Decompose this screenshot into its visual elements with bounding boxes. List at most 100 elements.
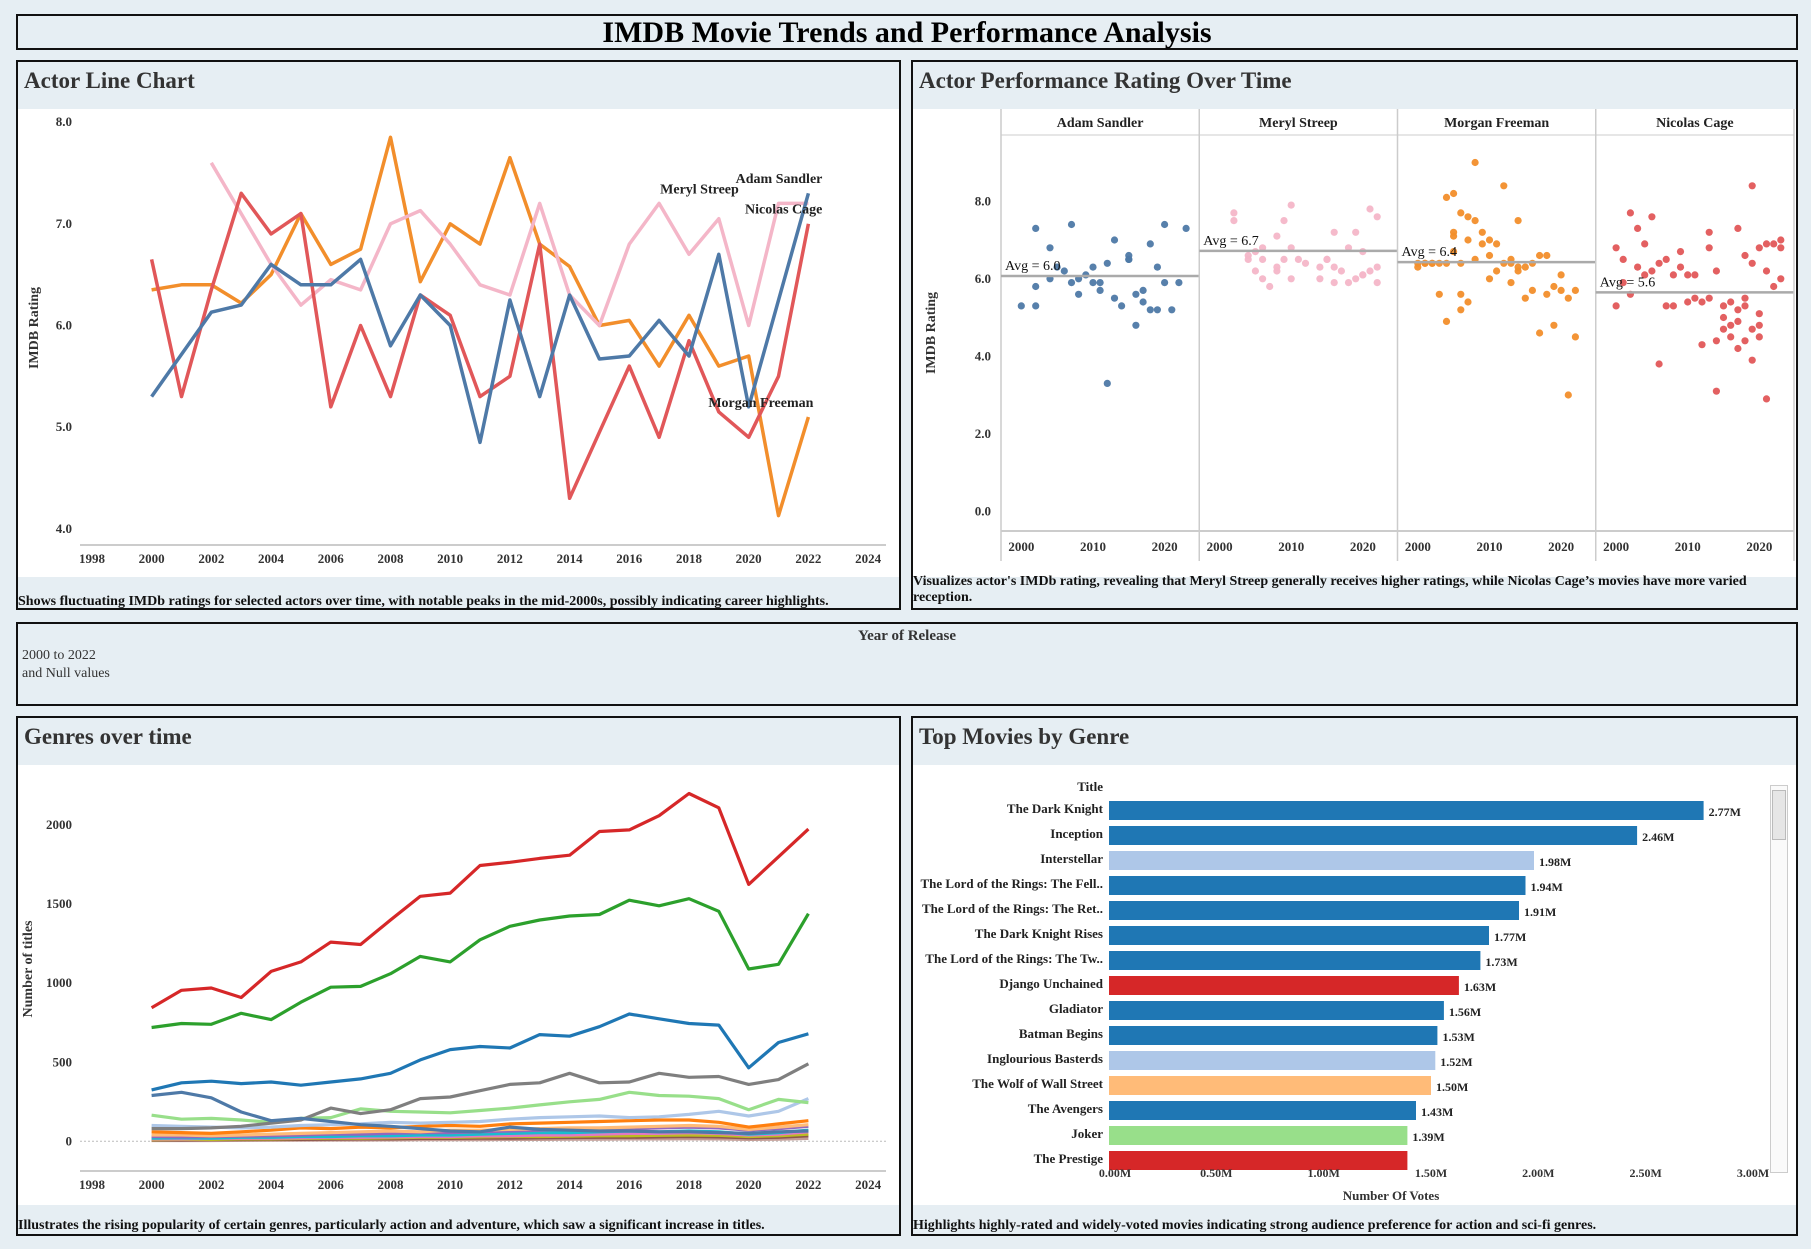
scatter-point — [1612, 244, 1620, 252]
x-tick-label: 2014 — [557, 1177, 584, 1192]
top-movies-plot-area[interactable]: Title The Dark Knight 2.77M Inception 2.46M I… — [913, 765, 1796, 1205]
panel-caption: Visualizes actor's IMDb rating, revealin… — [913, 574, 1747, 605]
x-tick-label: 1.50M — [1415, 1166, 1447, 1180]
filter-range[interactable]: 2000 to 2022 — [22, 648, 96, 663]
x-tick-label: 2020 — [1152, 539, 1178, 554]
bar — [1109, 951, 1481, 970]
scatter-point — [1755, 333, 1763, 341]
scatter-point — [1676, 263, 1685, 271]
bar — [1109, 926, 1489, 945]
scatter-point — [1655, 360, 1663, 368]
scatter-point — [1762, 395, 1771, 403]
scatter-point — [1175, 279, 1183, 287]
series-line-meryl-streep — [209, 161, 809, 328]
scatter-point — [1323, 255, 1331, 263]
scatter-point — [1557, 271, 1565, 279]
scatter-point — [1705, 294, 1713, 302]
x-tick-label: 2000 — [1008, 539, 1034, 554]
scatter-point — [1330, 228, 1338, 236]
scatter-point — [1684, 298, 1692, 306]
panel-title: Actor Line Chart — [24, 68, 195, 93]
x-tick-label: 2014 — [557, 551, 584, 566]
x-tick-label: 2024 — [855, 551, 882, 566]
scatter-point — [1032, 282, 1040, 291]
actor-performance-plot-area[interactable]: 0.0 2.0 4.0 6.0 8.0 IMDB Rating Adam Sandler Av… — [913, 109, 1796, 577]
scatter-point — [1259, 244, 1267, 252]
filter-null-values[interactable]: and Null values — [22, 666, 110, 681]
actor-line-chart[interactable]: 4.0 5.0 6.0 7.0 8.0 1998 2000 2002 2004 2006 2008 2… — [18, 109, 899, 577]
scatter-point — [1748, 325, 1756, 333]
scatter-point — [1676, 248, 1685, 256]
x-tick-label: 2012 — [497, 1177, 523, 1192]
bar-value-label: 1.98M — [1539, 855, 1571, 869]
x-tick-label: 2.00M — [1522, 1166, 1554, 1180]
scatter-point — [1543, 251, 1551, 260]
genres-chart[interactable]: 0 500 1000 1500 2000 1998 2000 2002 2004 2006 2008… — [18, 765, 899, 1205]
x-tick-label: 2000 — [1603, 539, 1629, 554]
scatter-point — [1032, 302, 1040, 310]
bar-value-label: 1.39M — [1412, 1130, 1444, 1144]
scatter-point — [1478, 240, 1486, 248]
x-tick-label: 2008 — [377, 1177, 404, 1192]
y-tick-label: 8.0 — [56, 114, 72, 129]
bar-category-label: Django Unchained — [999, 976, 1103, 991]
scatter-point — [1648, 267, 1656, 275]
genre-series-line — [151, 1062, 810, 1131]
scatter-point — [1691, 294, 1699, 302]
x-tick-label: 2024 — [855, 1177, 882, 1192]
y-tick-label: 500 — [53, 1054, 73, 1069]
scatter-point — [1153, 263, 1161, 271]
x-tick-label: 2010 — [1476, 539, 1502, 554]
bar-category-label: The Wolf of Wall Street — [972, 1076, 1103, 1091]
bar — [1109, 1001, 1444, 1020]
scatter-point — [1230, 217, 1238, 225]
x-tick-label: 2000 — [139, 1177, 165, 1192]
actor-performance-chart[interactable]: 0.0 2.0 4.0 6.0 8.0 IMDB Rating Adam Sandler Av… — [913, 109, 1796, 577]
bar — [1109, 1026, 1438, 1045]
scatter-point — [1485, 275, 1494, 283]
scatter-point — [1770, 282, 1778, 291]
scatter-point — [1655, 259, 1663, 267]
filter-title: Year of Release — [857, 628, 957, 644]
genres-plot-area[interactable]: 0 500 1000 1500 2000 1998 2000 2002 2004 2006 2008… — [18, 765, 899, 1205]
bar-value-label: 1.73M — [1485, 955, 1517, 969]
x-tick-label: 2020 — [736, 551, 762, 566]
scatter-point — [1032, 224, 1040, 232]
scatter-point — [1075, 290, 1083, 298]
scatter-point — [1748, 259, 1756, 267]
scatter-point — [1641, 240, 1649, 248]
x-tick-label: 1998 — [79, 551, 106, 566]
bar — [1109, 976, 1459, 995]
top-movies-panel: Top Movies by Genre Title The Dark Knight… — [911, 716, 1798, 1236]
scatter-point — [1168, 306, 1176, 314]
scatter-point — [1662, 255, 1670, 263]
actor-line-plot-area[interactable]: 4.0 5.0 6.0 7.0 8.0 1998 2000 2002 2004 2006 2008 2… — [18, 109, 899, 577]
scatter-point — [1046, 244, 1054, 252]
year-filter-panel[interactable]: Year of Release 2000 to 2022 and Null va… — [16, 622, 1798, 706]
scatter-point — [1280, 255, 1288, 263]
bar-category-label: The Prestige — [1034, 1151, 1104, 1166]
scatter-point — [1648, 213, 1656, 221]
top-movies-chart[interactable]: Title The Dark Knight 2.77M Inception 2.46M I… — [913, 765, 1773, 1205]
panel-caption: Highlights highly-rated and widely-voted… — [913, 1218, 1597, 1233]
scatter-point — [1244, 255, 1252, 263]
series-line-adam-sandler — [150, 192, 811, 445]
scrollbar-thumb[interactable] — [1772, 790, 1786, 840]
bar-value-label: 1.52M — [1440, 1055, 1472, 1069]
scatter-point — [1060, 267, 1068, 275]
scatter-point — [1110, 236, 1119, 244]
x-tick-label: 2018 — [676, 551, 703, 566]
x-tick-label: 2008 — [377, 551, 404, 566]
scatter-point — [1727, 333, 1735, 341]
scatter-point — [1748, 182, 1756, 190]
scatter-point — [1536, 329, 1544, 337]
scatter-point — [1450, 248, 1458, 256]
vertical-scrollbar[interactable] — [1770, 785, 1788, 1173]
scatter-point — [1536, 251, 1544, 260]
bar-category-label: The Lord of the Rings: The Fell.. — [921, 876, 1104, 891]
genre-series-line — [151, 897, 810, 1030]
series-label: Meryl Streep — [660, 182, 739, 197]
x-tick-label: 2012 — [497, 551, 523, 566]
scatter-point — [1712, 267, 1720, 275]
scatter-point — [1139, 286, 1147, 294]
